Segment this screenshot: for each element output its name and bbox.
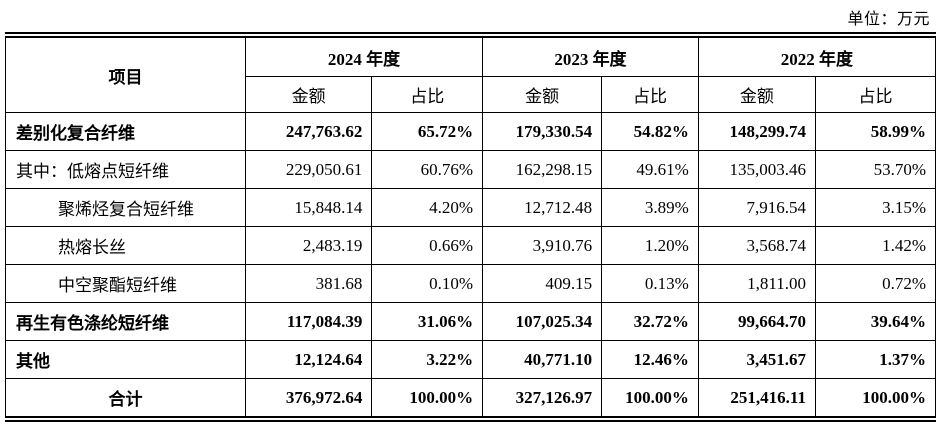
column-header-amount-2022: 金额 <box>697 76 816 113</box>
value-cell: 107,025.34 <box>482 302 603 341</box>
item-name-cell: 其他 <box>5 340 246 379</box>
item-name-cell: 中空聚酯短纤维 <box>5 264 246 303</box>
column-header-ratio-2023: 占比 <box>601 76 699 113</box>
value-cell: 7,916.54 <box>697 188 816 227</box>
value-cell: 3,451.67 <box>697 340 816 379</box>
value-cell: 376,972.64 <box>244 378 373 420</box>
table-row: 其他 12,124.64 3.22% 40,771.10 12.46% 3,45… <box>5 340 937 379</box>
item-name-cell: 其中：低熔点短纤维 <box>5 150 246 189</box>
value-cell: 58.99% <box>814 112 937 151</box>
value-cell: 327,126.97 <box>482 378 603 420</box>
column-header-ratio-2024: 占比 <box>371 76 484 113</box>
item-name-cell: 聚烯烃复合短纤维 <box>5 188 246 227</box>
value-cell: 3.22% <box>371 340 484 379</box>
table-row: 聚烯烃复合短纤维 15,848.14 4.20% 12,712.48 3.89%… <box>5 188 937 227</box>
table-row: 差别化复合纤维 247,763.62 65.72% 179,330.54 54.… <box>5 112 937 151</box>
value-cell: 251,416.11 <box>697 378 816 420</box>
column-header-ratio-2022: 占比 <box>814 76 937 113</box>
value-cell: 3.89% <box>601 188 699 227</box>
item-name-cell: 合计 <box>5 378 246 420</box>
value-cell: 54.82% <box>601 112 699 151</box>
value-cell: 229,050.61 <box>244 150 373 189</box>
value-cell: 0.66% <box>371 226 484 265</box>
column-header-item: 项目 <box>5 34 246 113</box>
value-cell: 32.72% <box>601 302 699 341</box>
value-cell: 100.00% <box>814 378 937 420</box>
value-cell: 31.06% <box>371 302 484 341</box>
column-header-amount-2024: 金额 <box>244 76 373 113</box>
value-cell: 3,910.76 <box>482 226 603 265</box>
value-cell: 409.15 <box>482 264 603 303</box>
value-cell: 3,568.74 <box>697 226 816 265</box>
value-cell: 3.15% <box>814 188 937 227</box>
table-row: 中空聚酯短纤维 381.68 0.10% 409.15 0.13% 1,811.… <box>5 264 937 303</box>
value-cell: 40,771.10 <box>482 340 603 379</box>
table-header-sub-row: 金额 占比 金额 占比 金额 占比 <box>6 76 937 113</box>
item-name-cell: 差别化复合纤维 <box>5 112 246 151</box>
value-cell: 247,763.62 <box>244 112 373 151</box>
value-cell: 39.64% <box>814 302 937 341</box>
value-cell: 100.00% <box>371 378 484 420</box>
item-name-cell: 再生有色涤纶短纤维 <box>5 302 246 341</box>
revenue-breakdown-table: 项目 2024 年度 2023 年度 2022 年度 金额 占比 金额 占比 金… <box>5 32 937 422</box>
value-cell: 53.70% <box>814 150 937 189</box>
value-cell: 135,003.46 <box>697 150 816 189</box>
value-cell: 1.42% <box>814 226 937 265</box>
value-cell: 4.20% <box>371 188 484 227</box>
unit-label: 单位：万元 <box>847 11 930 28</box>
value-cell: 65.72% <box>371 112 484 151</box>
value-cell: 1.20% <box>601 226 699 265</box>
column-header-year-2024: 2024 年度 <box>244 34 484 77</box>
value-cell: 0.13% <box>601 264 699 303</box>
item-name-cell: 热熔长丝 <box>5 226 246 265</box>
value-cell: 1.37% <box>814 340 937 379</box>
value-cell: 60.76% <box>371 150 484 189</box>
table-row: 其中：低熔点短纤维 229,050.61 60.76% 162,298.15 4… <box>5 150 937 189</box>
value-cell: 162,298.15 <box>482 150 603 189</box>
value-cell: 12,712.48 <box>482 188 603 227</box>
table-row-total: 合计 376,972.64 100.00% 327,126.97 100.00%… <box>5 378 937 420</box>
table-header-year-row: 项目 2024 年度 2023 年度 2022 年度 <box>5 34 937 113</box>
value-cell: 0.10% <box>371 264 484 303</box>
table-row: 热熔长丝 2,483.19 0.66% 3,910.76 1.20% 3,568… <box>5 226 937 265</box>
value-cell: 148,299.74 <box>697 112 816 151</box>
column-header-year-2023: 2023 年度 <box>482 34 699 77</box>
value-cell: 0.72% <box>814 264 937 303</box>
value-cell: 15,848.14 <box>244 188 373 227</box>
value-cell: 12,124.64 <box>244 340 373 379</box>
value-cell: 49.61% <box>601 150 699 189</box>
value-cell: 179,330.54 <box>482 112 603 151</box>
value-cell: 100.00% <box>601 378 699 420</box>
value-cell: 381.68 <box>244 264 373 303</box>
value-cell: 99,664.70 <box>697 302 816 341</box>
column-header-amount-2023: 金额 <box>482 76 603 113</box>
value-cell: 2,483.19 <box>244 226 373 265</box>
table-row: 再生有色涤纶短纤维 117,084.39 31.06% 107,025.34 3… <box>5 302 937 341</box>
value-cell: 1,811.00 <box>697 264 816 303</box>
value-cell: 12.46% <box>601 340 699 379</box>
column-header-year-2022: 2022 年度 <box>697 34 937 77</box>
value-cell: 117,084.39 <box>244 302 373 341</box>
